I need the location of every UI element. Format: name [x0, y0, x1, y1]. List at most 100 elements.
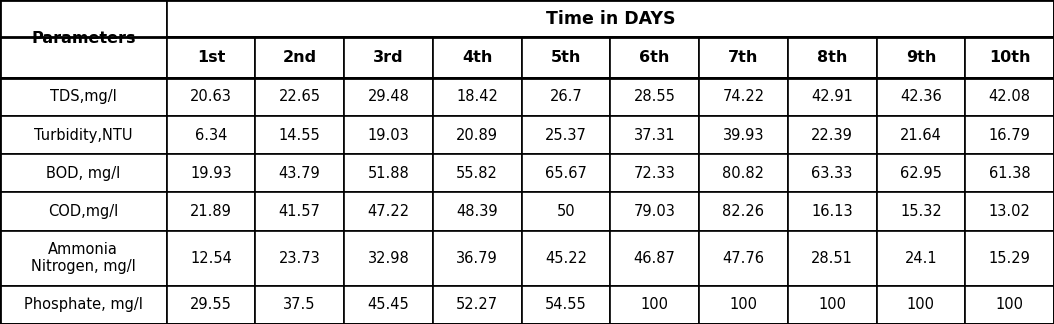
Bar — [610, 154, 699, 192]
Text: 82.26: 82.26 — [722, 204, 764, 219]
Text: 47.22: 47.22 — [368, 204, 409, 219]
Text: 46.87: 46.87 — [633, 251, 676, 266]
Bar — [255, 116, 344, 154]
Bar — [877, 231, 965, 286]
Text: 5th: 5th — [550, 50, 581, 65]
Bar — [433, 231, 522, 286]
Bar — [522, 116, 610, 154]
Bar — [255, 286, 344, 324]
Bar — [522, 286, 610, 324]
Text: Parameters: Parameters — [31, 31, 136, 46]
Bar — [610, 37, 699, 78]
Bar — [0, 116, 167, 154]
Bar — [167, 37, 255, 78]
Bar — [965, 154, 1054, 192]
Text: 10th: 10th — [989, 50, 1031, 65]
Bar — [610, 192, 699, 231]
Text: 47.76: 47.76 — [722, 251, 764, 266]
Text: 19.93: 19.93 — [190, 166, 232, 181]
Text: 45.45: 45.45 — [368, 297, 409, 312]
Text: 15.32: 15.32 — [900, 204, 942, 219]
Bar — [877, 192, 965, 231]
Text: 16.79: 16.79 — [989, 128, 1031, 143]
Bar — [965, 192, 1054, 231]
Bar — [167, 231, 255, 286]
Text: COD,mg/l: COD,mg/l — [48, 204, 118, 219]
Bar — [0, 231, 167, 286]
Bar — [433, 192, 522, 231]
Bar — [877, 78, 965, 116]
Text: 18.42: 18.42 — [456, 89, 499, 104]
Text: 63.33: 63.33 — [812, 166, 853, 181]
Text: 23.73: 23.73 — [278, 251, 320, 266]
Bar — [787, 116, 877, 154]
Text: 22.65: 22.65 — [278, 89, 320, 104]
Bar — [0, 192, 167, 231]
Text: 43.79: 43.79 — [278, 166, 320, 181]
Bar — [610, 78, 699, 116]
Bar — [344, 192, 433, 231]
Bar — [787, 78, 877, 116]
Bar — [255, 78, 344, 116]
Text: 12.54: 12.54 — [190, 251, 232, 266]
Text: 26.7: 26.7 — [549, 89, 582, 104]
Text: 3rd: 3rd — [373, 50, 404, 65]
Bar — [255, 231, 344, 286]
Bar — [699, 286, 787, 324]
Text: BOD, mg/l: BOD, mg/l — [46, 166, 120, 181]
Bar — [877, 286, 965, 324]
Bar — [344, 154, 433, 192]
Text: 65.67: 65.67 — [545, 166, 587, 181]
Text: 61.38: 61.38 — [989, 166, 1031, 181]
Bar — [699, 192, 787, 231]
Bar — [522, 154, 610, 192]
Bar — [255, 192, 344, 231]
Text: 39.93: 39.93 — [723, 128, 764, 143]
Text: 72.33: 72.33 — [633, 166, 676, 181]
Text: 79.03: 79.03 — [633, 204, 676, 219]
Bar — [965, 37, 1054, 78]
Bar — [699, 116, 787, 154]
Text: 52.27: 52.27 — [456, 297, 499, 312]
Bar — [699, 78, 787, 116]
Text: Ammonia
Nitrogen, mg/l: Ammonia Nitrogen, mg/l — [31, 242, 136, 274]
Text: 9th: 9th — [905, 50, 936, 65]
Text: 100: 100 — [818, 297, 846, 312]
Bar — [787, 37, 877, 78]
Text: 37.5: 37.5 — [284, 297, 316, 312]
Text: 15.29: 15.29 — [989, 251, 1031, 266]
Text: 100: 100 — [906, 297, 935, 312]
Text: 28.55: 28.55 — [633, 89, 676, 104]
Bar — [522, 231, 610, 286]
Bar — [965, 116, 1054, 154]
Text: 42.91: 42.91 — [812, 89, 853, 104]
Text: 54.55: 54.55 — [545, 297, 587, 312]
Text: 6th: 6th — [640, 50, 670, 65]
Text: 21.89: 21.89 — [190, 204, 232, 219]
Bar — [255, 154, 344, 192]
Text: Turbidity,NTU: Turbidity,NTU — [34, 128, 133, 143]
Text: 20.89: 20.89 — [456, 128, 499, 143]
Bar — [610, 286, 699, 324]
Bar — [522, 37, 610, 78]
Bar — [0, 286, 167, 324]
Bar — [699, 154, 787, 192]
Text: Time in DAYS: Time in DAYS — [546, 10, 675, 28]
Bar — [699, 231, 787, 286]
Text: 20.63: 20.63 — [190, 89, 232, 104]
Bar — [610, 116, 699, 154]
Text: 28.51: 28.51 — [812, 251, 853, 266]
Bar — [787, 231, 877, 286]
Bar — [877, 116, 965, 154]
Text: 21.64: 21.64 — [900, 128, 942, 143]
Bar — [167, 192, 255, 231]
Text: 8th: 8th — [817, 50, 847, 65]
Bar — [344, 116, 433, 154]
Bar — [965, 286, 1054, 324]
Text: 41.57: 41.57 — [278, 204, 320, 219]
Text: 22.39: 22.39 — [812, 128, 853, 143]
Bar — [433, 37, 522, 78]
Bar — [522, 192, 610, 231]
Text: 25.37: 25.37 — [545, 128, 587, 143]
Text: 29.55: 29.55 — [190, 297, 232, 312]
